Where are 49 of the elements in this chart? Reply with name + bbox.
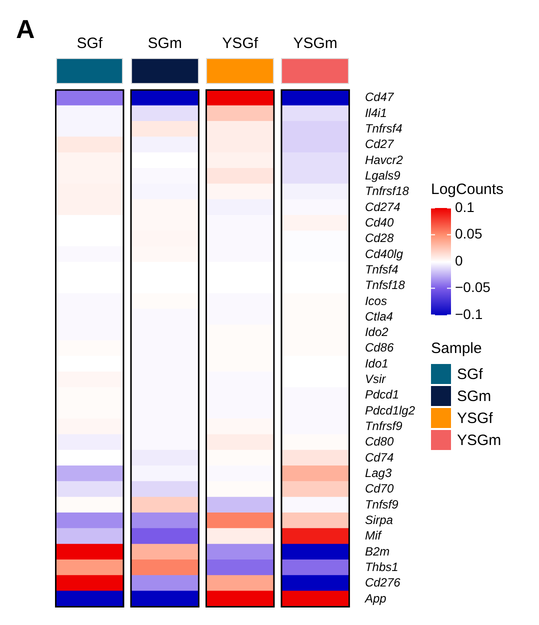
- color-bar-label: 0.1: [455, 198, 475, 215]
- y-tick-label: Tnfsf18: [364, 278, 406, 292]
- y-tick-label: Tnfrsf9: [364, 419, 403, 434]
- y-tick-label: Ido1: [364, 356, 388, 370]
- y-tick-label: Cd80: [364, 434, 394, 449]
- y-tick-label: Cd86: [364, 340, 394, 355]
- y-tick-label: Pdcd1: [364, 388, 399, 402]
- category-label: YSGf: [457, 410, 493, 426]
- y-tick-label: Tnfrsf4: [364, 121, 403, 136]
- color-bar-label: −0.05: [455, 279, 491, 296]
- y-tick-label: Ido2: [364, 325, 389, 340]
- x-tick-label: SGm: [148, 35, 182, 52]
- y-tick-label: Tnfsf9: [364, 497, 399, 512]
- color-bar-label: 0: [455, 252, 463, 268]
- y-tick-label: Lag3: [364, 466, 392, 480]
- category-label: SGf: [457, 366, 483, 382]
- y-tick-label: Vsir: [364, 372, 387, 386]
- y-tick-label: Tnfsf4: [364, 262, 399, 276]
- y-tick-label: Il4i1: [364, 106, 387, 120]
- color-bar-label: −0.1: [455, 306, 483, 322]
- y-tick-label: Mif: [364, 528, 383, 543]
- y-tick-label: Cd40lg: [364, 246, 404, 261]
- text: A: [16, 14, 35, 44]
- y-tick-label: Pdcd1lg2: [364, 403, 416, 418]
- y-tick-label: Cd276: [364, 576, 401, 590]
- legend-title: Sample: [431, 340, 483, 357]
- y-tick-label: App: [364, 591, 387, 606]
- y-tick-label: Cd40: [364, 215, 394, 230]
- x-tick-label: YSGf: [222, 35, 259, 52]
- y-tick-label: Havcr2: [364, 152, 404, 167]
- y-tick-label: Tnfrsf18: [364, 184, 410, 198]
- y-tick-label: Cd74: [364, 450, 394, 464]
- x-tick-label: SGf: [76, 35, 104, 52]
- y-tick-label: Cd70: [364, 482, 394, 496]
- y-tick-label: Thbs1: [364, 560, 398, 574]
- color-bar-title: LogCounts: [431, 181, 504, 198]
- color-bar-label: 0.05: [455, 226, 482, 242]
- x-tick-label: YSGm: [293, 35, 338, 52]
- y-tick-label: Sirpa: [364, 513, 394, 528]
- category-label: YSGm: [457, 432, 502, 448]
- y-tick-label: B2m: [364, 544, 390, 558]
- y-tick-label: Icos: [364, 294, 387, 308]
- y-tick-label: Cd274: [364, 200, 401, 214]
- y-tick-label: Cd27: [364, 137, 395, 152]
- y-tick-label: Cd28: [364, 231, 394, 246]
- category-label: SGm: [457, 388, 492, 404]
- y-tick-label: Ctla4: [364, 309, 394, 324]
- y-tick-label: Cd47: [364, 90, 395, 104]
- y-tick-label: Lgals9: [364, 168, 401, 182]
